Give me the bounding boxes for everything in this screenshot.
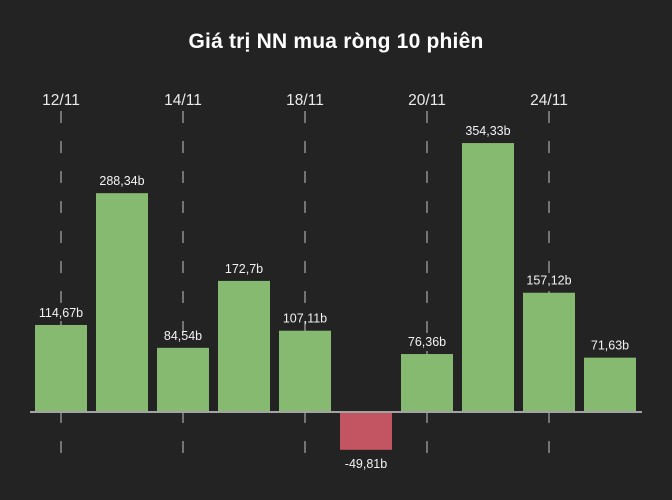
bar-negative	[340, 412, 392, 450]
bar-value-label: 354,33b	[465, 124, 510, 138]
bar-positive	[523, 292, 575, 412]
bar-positive	[279, 330, 331, 412]
date-tick-label: 14/11	[164, 92, 202, 109]
bar-value-label: 157,12b	[526, 274, 571, 288]
bar-positive	[401, 354, 453, 412]
bar-value-label: 172,7b	[225, 262, 263, 276]
date-tick-label: 20/11	[408, 92, 446, 109]
bar-positive	[584, 357, 636, 412]
date-tick-label: 12/11	[42, 92, 80, 109]
date-tick-label: 24/11	[530, 92, 568, 109]
bar-value-label: 71,63b	[591, 339, 629, 353]
chart-title: Giá trị NN mua ròng 10 phiên	[188, 30, 484, 53]
bar-value-label: 114,67b	[39, 306, 83, 320]
bar-value-label: 107,11b	[283, 312, 327, 326]
bar-positive	[35, 324, 87, 412]
bar-positive	[96, 193, 148, 412]
date-tick-label: 18/11	[286, 92, 324, 109]
bar-value-label: 76,36b	[408, 335, 446, 349]
bar-value-label: 84,54b	[164, 329, 202, 343]
bar-positive	[462, 143, 514, 412]
bar-positive	[157, 347, 209, 412]
bar-value-label: -49,81b	[345, 457, 387, 471]
bar-value-label: 288,34b	[99, 174, 144, 188]
bar-positive	[218, 280, 270, 412]
